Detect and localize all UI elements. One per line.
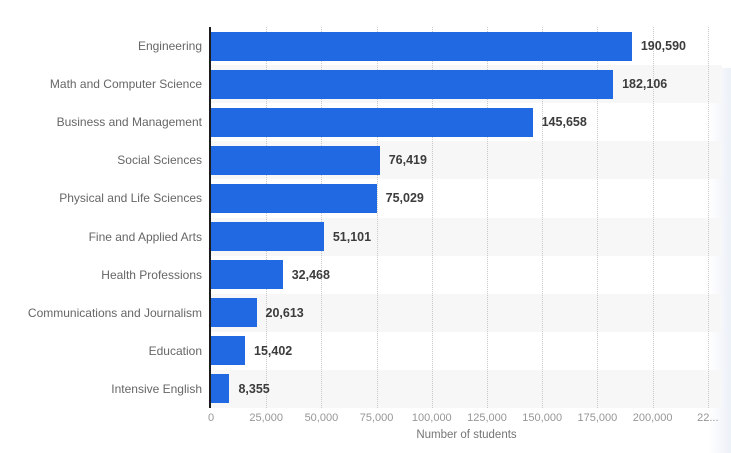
y-axis-line <box>209 27 211 408</box>
value-label: 8,355 <box>238 381 270 396</box>
x-axis-ticks: 0 25,000 50,000 75,000 100,000 125,000 150,000… <box>207 412 731 426</box>
plot-area: 190,590 182,106 145,658 76,419 75,029 51,101 3… <box>211 27 722 408</box>
category-label: Physical and Life Sciences <box>59 191 202 206</box>
value-label: 32,468 <box>291 267 330 282</box>
bar[interactable] <box>211 222 324 252</box>
x-tick-label: 75,000 <box>359 412 394 424</box>
gridline <box>266 27 268 408</box>
x-tick-label: 100,000 <box>411 412 452 424</box>
category-label: Intensive English <box>111 381 202 396</box>
bar[interactable] <box>211 298 257 328</box>
chart-row <box>211 369 722 408</box>
bar[interactable] <box>211 260 283 290</box>
x-tick-label: 22... <box>697 412 719 424</box>
chart-row <box>211 256 722 294</box>
bar[interactable] <box>211 336 245 366</box>
gridline <box>376 27 378 408</box>
value-label: 145,658 <box>541 115 587 130</box>
category-label: Communications and Journalism <box>27 305 202 320</box>
x-tick-label: 25,000 <box>249 412 284 424</box>
x-tick-label: 50,000 <box>304 412 339 424</box>
bar[interactable] <box>211 374 230 404</box>
value-label: 75,029 <box>385 191 424 206</box>
category-label: Math and Computer Science <box>49 77 202 92</box>
gridline <box>431 27 433 408</box>
value-label: 182,106 <box>622 77 668 92</box>
category-labels-column: Engineering Math and Computer Science Busi… <box>0 27 202 408</box>
value-label: 76,419 <box>388 153 427 168</box>
value-label: 20,613 <box>265 305 304 320</box>
x-tick-label: 175,000 <box>577 412 618 424</box>
gridline <box>652 27 654 408</box>
gridline <box>321 27 323 408</box>
category-label: Engineering <box>137 39 202 54</box>
x-tick-label: 125,000 <box>467 412 507 424</box>
chart-row <box>211 293 722 332</box>
value-label: 190,590 <box>640 39 686 54</box>
x-tick-label: 200,000 <box>632 412 673 424</box>
x-tick-label: 150,000 <box>522 412 563 424</box>
bar[interactable] <box>211 107 533 137</box>
x-axis-title: Number of students <box>416 429 517 441</box>
bar[interactable] <box>211 145 380 175</box>
category-label: Business and Management <box>56 115 202 130</box>
gridline <box>542 27 544 408</box>
category-label: Fine and Applied Arts <box>88 229 202 244</box>
gridline <box>487 27 488 408</box>
bar[interactable] <box>211 183 377 213</box>
value-label: 51,101 <box>332 229 372 244</box>
bar[interactable] <box>211 31 632 61</box>
bar[interactable] <box>211 69 614 99</box>
category-label: Social Sciences <box>117 153 202 168</box>
category-label: Health Professions <box>101 267 202 282</box>
category-label: Education <box>148 343 202 358</box>
gridline <box>597 27 599 408</box>
gridline <box>707 27 709 408</box>
value-label: 15,402 <box>254 343 293 358</box>
x-tick-label: 0 <box>207 412 215 424</box>
